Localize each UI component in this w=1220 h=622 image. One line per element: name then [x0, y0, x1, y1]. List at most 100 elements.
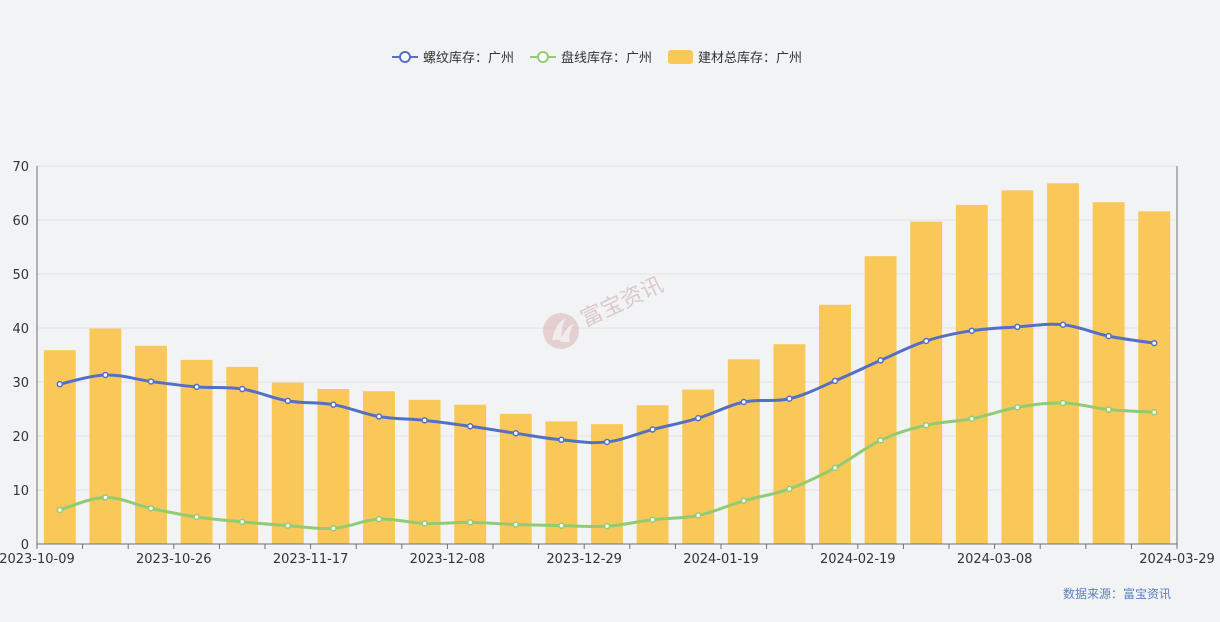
point-rebar-inventory[interactable] [421, 417, 428, 424]
point-rebar-inventory[interactable] [1105, 332, 1112, 340]
point-wire-inventory[interactable] [1059, 399, 1067, 407]
x-tick-label: 2023-12-08 [410, 552, 486, 567]
point-rebar-inventory[interactable] [147, 378, 155, 385]
point-wire-inventory[interactable] [238, 518, 246, 526]
bar-total-inventory[interactable] [43, 350, 76, 544]
y-tick-label: 20 [12, 430, 29, 445]
point-rebar-inventory[interactable] [694, 414, 702, 422]
bar-total-inventory[interactable] [1092, 202, 1125, 544]
point-rebar-inventory[interactable] [193, 383, 200, 391]
point-rebar-inventory[interactable] [1150, 339, 1158, 347]
point-wire-inventory[interactable] [922, 421, 930, 429]
bar-total-inventory[interactable] [864, 256, 897, 544]
point-wire-inventory[interactable] [694, 512, 702, 519]
x-tick-label: 2023-10-26 [136, 552, 212, 567]
point-rebar-inventory[interactable] [649, 426, 656, 433]
point-wire-inventory[interactable] [740, 497, 748, 505]
point-wire-inventory[interactable] [786, 485, 793, 493]
point-wire-inventory[interactable] [603, 522, 611, 530]
point-rebar-inventory[interactable] [603, 438, 611, 446]
watermark: 富宝资讯 [543, 273, 667, 349]
point-wire-inventory[interactable] [102, 494, 109, 501]
point-rebar-inventory[interactable] [786, 395, 793, 402]
point-wire-inventory[interactable] [284, 522, 292, 529]
point-wire-inventory[interactable] [558, 522, 565, 529]
legend-wire-marker-icon [537, 51, 549, 63]
point-wire-inventory[interactable] [193, 513, 200, 521]
legend-item-rebar[interactable]: 螺纹库存：广州 [392, 50, 514, 66]
legend[interactable]: 螺纹库存：广州 盘线库存：广州 建材总库存：广州 [392, 50, 802, 66]
point-wire-inventory[interactable] [56, 506, 64, 514]
line-series [56, 321, 1158, 532]
bar-total-inventory[interactable] [408, 399, 441, 544]
point-wire-inventory[interactable] [330, 525, 337, 532]
x-tick-label: 2023-10-09 [0, 552, 75, 567]
point-rebar-inventory[interactable] [238, 385, 246, 393]
point-rebar-inventory[interactable] [330, 401, 337, 408]
x-tick-label: 2024-02-19 [820, 552, 896, 567]
bar-total-inventory[interactable] [317, 389, 350, 544]
legend-rebar-label: 螺纹库存：广州 [423, 50, 514, 66]
y-tick-label: 30 [12, 376, 29, 391]
point-wire-inventory[interactable] [649, 516, 656, 523]
point-rebar-inventory[interactable] [466, 423, 474, 430]
point-rebar-inventory[interactable] [968, 327, 976, 334]
point-rebar-inventory[interactable] [512, 430, 520, 437]
point-rebar-inventory[interactable] [558, 436, 565, 444]
x-tick-label: 2024-01-19 [683, 552, 759, 567]
bar-total-inventory[interactable] [89, 328, 122, 544]
y-tick-label: 0 [21, 538, 29, 553]
y-tick-label: 70 [12, 160, 29, 175]
x-tick-label: 2023-12-29 [546, 552, 622, 567]
bar-total-inventory[interactable] [226, 366, 259, 544]
data-source-label: 数据来源：富宝资讯 [1063, 586, 1171, 601]
bar-total-inventory[interactable] [135, 345, 167, 544]
watermark-text: 富宝资讯 [577, 273, 667, 333]
point-wire-inventory[interactable] [147, 505, 155, 512]
legend-total-label: 建材总库存：广州 [698, 50, 802, 66]
point-wire-inventory[interactable] [421, 520, 428, 527]
point-wire-inventory[interactable] [375, 515, 383, 523]
point-wire-inventory[interactable] [1150, 408, 1158, 416]
point-rebar-inventory[interactable] [102, 371, 109, 379]
y-tick-label: 60 [12, 214, 29, 229]
legend-item-wire[interactable]: 盘线库存：广州 [530, 50, 652, 66]
point-rebar-inventory[interactable] [284, 397, 292, 405]
bar-total-inventory[interactable] [1138, 211, 1171, 545]
point-wire-inventory[interactable] [512, 521, 520, 528]
legend-wire-label: 盘线库存：广州 [561, 50, 652, 66]
bar-total-inventory[interactable] [773, 344, 806, 544]
point-rebar-inventory[interactable] [375, 413, 383, 420]
bar-total-inventory[interactable] [271, 382, 304, 544]
bar-total-inventory[interactable] [180, 359, 213, 544]
legend-total-swatch-icon [668, 50, 693, 64]
point-rebar-inventory[interactable] [877, 357, 884, 364]
x-tick-label: 2024-03-29 [1139, 552, 1215, 567]
point-rebar-inventory[interactable] [740, 398, 748, 406]
bar-total-inventory[interactable] [819, 304, 851, 544]
point-rebar-inventory[interactable] [922, 337, 930, 345]
point-wire-inventory[interactable] [831, 464, 839, 472]
bar-total-inventory[interactable] [1047, 183, 1079, 544]
bar-total-inventory[interactable] [727, 359, 760, 544]
point-rebar-inventory[interactable] [831, 377, 839, 385]
point-wire-inventory[interactable] [1105, 406, 1112, 413]
legend-rebar-marker-icon [399, 51, 411, 63]
y-tick-label: 10 [12, 484, 29, 499]
axes: 0 10 20 30 40 50 60 70 2023-10-09 2023-10-26 2023-… [0, 160, 1215, 567]
bar-total-inventory[interactable] [910, 221, 943, 544]
bar-total-inventory[interactable] [955, 204, 988, 544]
point-rebar-inventory[interactable] [1014, 323, 1021, 331]
point-rebar-inventory[interactable] [56, 380, 64, 388]
y-tick-label: 40 [12, 322, 29, 337]
legend-item-total[interactable]: 建材总库存：广州 [668, 50, 802, 66]
watermark-logo-icon [543, 313, 579, 349]
point-wire-inventory[interactable] [1014, 404, 1021, 411]
point-rebar-inventory[interactable] [1059, 321, 1067, 329]
point-wire-inventory[interactable] [968, 415, 976, 422]
point-wire-inventory[interactable] [877, 437, 884, 444]
bar-total-inventory[interactable] [1001, 190, 1034, 545]
point-wire-inventory[interactable] [466, 519, 474, 526]
